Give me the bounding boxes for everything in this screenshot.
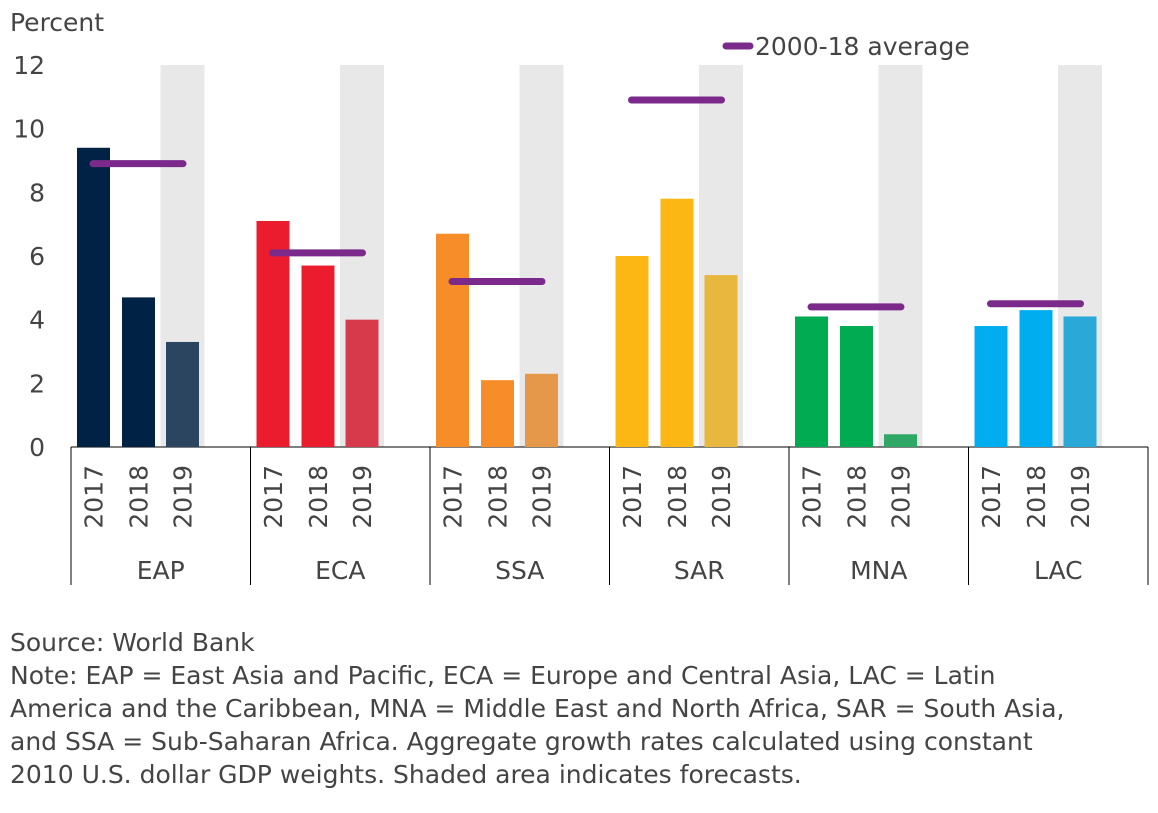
bar xyxy=(704,275,738,447)
note-line: Note: EAP = East Asia and Pacific, ECA =… xyxy=(10,661,996,690)
x-tick-label: 2019 xyxy=(707,465,736,529)
bar xyxy=(481,380,514,447)
x-tick-label: 2018 xyxy=(1022,465,1051,529)
bar xyxy=(884,434,917,447)
bar xyxy=(122,297,155,447)
group-label: LAC xyxy=(1034,556,1083,585)
x-tick-label: 2017 xyxy=(798,465,827,529)
x-tick-label: 2019 xyxy=(1066,465,1095,529)
note-line: America and the Caribbean, MNA = Middle … xyxy=(10,694,1064,723)
x-tick-label: 2019 xyxy=(169,465,198,529)
y-axis-label: Percent xyxy=(10,8,104,37)
x-tick-label: 2019 xyxy=(887,465,916,529)
x-tick-label: 2019 xyxy=(348,465,377,529)
y-tick-label: 8 xyxy=(29,178,45,207)
x-tick-label: 2019 xyxy=(528,465,557,529)
group-label: SAR xyxy=(674,556,725,585)
bar xyxy=(77,147,110,447)
bar xyxy=(615,256,649,447)
bar xyxy=(660,198,694,447)
x-tick-label: 2017 xyxy=(618,465,647,529)
x-tick-label: 2017 xyxy=(80,465,109,529)
x-tick-label: 2018 xyxy=(484,465,513,529)
x-tick-label: 2018 xyxy=(843,465,872,529)
group-label: ECA xyxy=(315,556,365,585)
group-label: MNA xyxy=(850,556,907,585)
y-tick-label: 2 xyxy=(29,369,45,398)
x-tick-label: 2017 xyxy=(259,465,288,529)
bar xyxy=(840,326,873,447)
bar xyxy=(1063,316,1097,447)
bar xyxy=(1019,310,1053,447)
bar xyxy=(974,326,1008,447)
bar xyxy=(301,265,335,447)
y-tick-label: 12 xyxy=(13,51,45,80)
group-label: EAP xyxy=(137,556,185,585)
x-tick-label: 2018 xyxy=(304,465,333,529)
group-label: SSA xyxy=(495,556,544,585)
y-tick-label: 10 xyxy=(13,115,45,144)
forecast-shade xyxy=(878,65,923,447)
x-tick-label: 2018 xyxy=(125,465,154,529)
x-tick-label: 2018 xyxy=(663,465,692,529)
source: Source: World Bank xyxy=(10,628,255,657)
bar xyxy=(345,319,379,447)
x-tick-label: 2017 xyxy=(977,465,1006,529)
bar xyxy=(256,220,290,447)
bar xyxy=(525,373,558,447)
bar xyxy=(436,233,469,447)
note-line: 2010 U.S. dollar GDP weights. Shaded are… xyxy=(10,760,802,789)
y-tick-label: 0 xyxy=(29,433,45,462)
y-tick-label: 6 xyxy=(29,242,45,271)
bar xyxy=(795,316,828,447)
y-tick-label: 4 xyxy=(29,306,45,335)
x-tick-label: 2017 xyxy=(439,465,468,529)
legend-label: 2000-18 average xyxy=(755,32,970,61)
note-line: and SSA = Sub-Saharan Africa. Aggregate … xyxy=(10,727,1033,756)
bar xyxy=(166,341,199,447)
